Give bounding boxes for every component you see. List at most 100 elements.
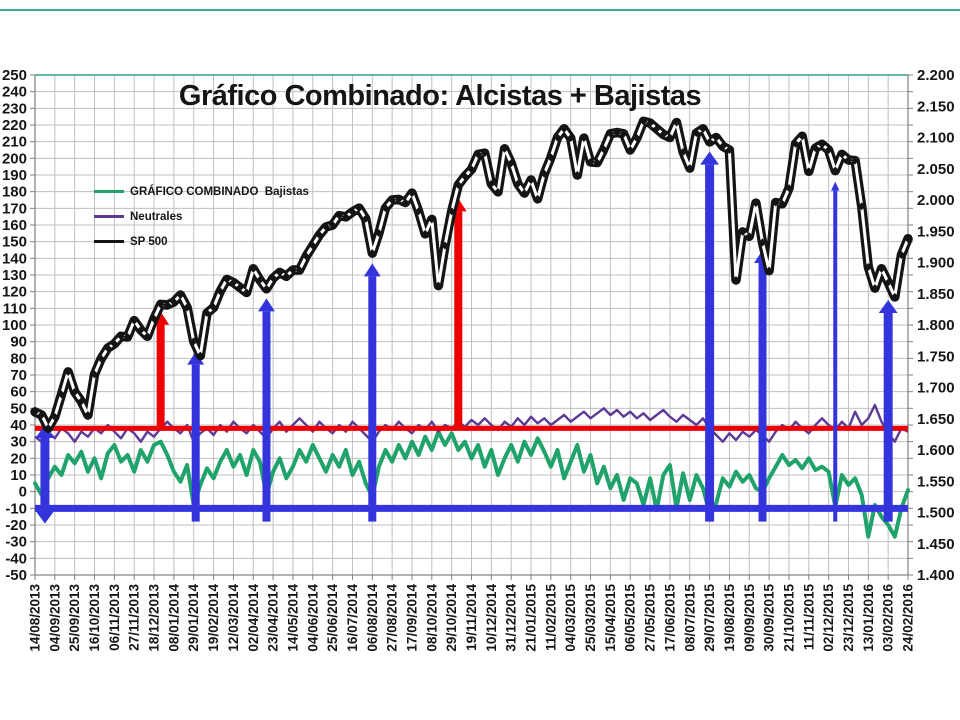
sp500-marker — [341, 212, 350, 221]
svg-text:06/11/2013: 06/11/2013 — [107, 584, 122, 651]
axis-ticks — [30, 74, 913, 580]
sp500-marker — [335, 211, 344, 220]
svg-text:24/02/2016: 24/02/2016 — [901, 584, 916, 652]
sp500-marker — [454, 181, 463, 189]
svg-text:1.750: 1.750 — [917, 348, 955, 365]
legend-swatch-sp500-line — [94, 240, 124, 243]
svg-text:18/12/2013: 18/12/2013 — [147, 584, 162, 652]
svg-text:150: 150 — [2, 234, 27, 251]
svg-text:14/05/2014: 14/05/2014 — [285, 584, 300, 652]
svg-text:21/10/2015: 21/10/2015 — [781, 584, 796, 652]
svg-text:200: 200 — [2, 150, 27, 167]
svg-text:08/07/2015: 08/07/2015 — [682, 584, 697, 652]
sp500-marker — [90, 370, 99, 379]
svg-text:17/09/2014: 17/09/2014 — [404, 584, 419, 652]
sp500-marker — [441, 241, 449, 250]
sp500-marker — [136, 326, 145, 334]
sp500-marker — [110, 339, 119, 348]
svg-text:220: 220 — [2, 117, 27, 134]
sp500-marker — [70, 387, 79, 396]
svg-text:11/11/2015: 11/11/2015 — [801, 584, 816, 651]
chart-legend: GRÁFICO COMBINADO Bajistas Neutrales SP … — [94, 179, 309, 254]
legend-label-sp500: SP 500 — [130, 235, 168, 248]
sp500-marker — [103, 344, 112, 353]
svg-text:12/03/2014: 12/03/2014 — [226, 584, 241, 652]
sp500-marker — [183, 303, 192, 312]
sp500-marker — [77, 397, 86, 406]
svg-text:2.200: 2.200 — [917, 67, 955, 84]
svg-text:2.150: 2.150 — [917, 98, 955, 115]
svg-text:08/01/2014: 08/01/2014 — [166, 584, 181, 652]
sp500-marker — [368, 249, 377, 258]
svg-text:170: 170 — [2, 200, 27, 217]
legend-item-bajistas: GRÁFICO COMBINADO Bajistas — [94, 179, 309, 204]
sp500-marker — [355, 204, 364, 213]
left-axis-labels: 2502402302202102001901801701601501401301… — [2, 67, 27, 584]
svg-text:120: 120 — [2, 284, 27, 301]
svg-text:29/07/2015: 29/07/2015 — [702, 584, 717, 652]
svg-text:23/04/2014: 23/04/2014 — [266, 584, 281, 652]
svg-text:09/09/2015: 09/09/2015 — [742, 584, 757, 652]
sp500-marker — [97, 354, 106, 363]
svg-text:1.600: 1.600 — [917, 442, 955, 459]
sp500-marker — [262, 284, 271, 293]
signal-arrow-head-up — [878, 300, 898, 313]
svg-text:0: 0 — [19, 484, 27, 501]
sp500-marker — [229, 278, 238, 287]
svg-text:160: 160 — [2, 217, 27, 234]
svg-text:1.500: 1.500 — [917, 505, 955, 522]
sp500-marker — [255, 276, 264, 284]
legend-swatch-bajistas-line — [94, 190, 124, 193]
svg-text:25/09/2013: 25/09/2013 — [67, 584, 82, 652]
svg-text:40: 40 — [10, 417, 27, 434]
signal-arrow-head-up — [363, 263, 381, 277]
sp500-marker — [275, 268, 284, 277]
sp500-marker — [176, 291, 185, 299]
svg-text:100: 100 — [2, 317, 27, 334]
sp500-marker — [156, 300, 165, 309]
sp500-marker — [381, 204, 390, 213]
svg-text:2.100: 2.100 — [917, 130, 955, 147]
sp500-marker — [474, 150, 483, 159]
svg-text:-50: -50 — [5, 567, 27, 584]
sp500-marker — [414, 207, 423, 216]
sp500-marker — [50, 412, 59, 421]
sp500-marker — [44, 424, 53, 433]
svg-text:16/10/2013: 16/10/2013 — [87, 584, 102, 652]
chart-title: Gráfico Combinado: Alcistas + Bajistas — [178, 80, 702, 112]
legend-label-bajistas: GRÁFICO COMBINADO Bajistas — [130, 185, 309, 198]
sp500-marker — [222, 275, 231, 284]
sp500-marker — [421, 229, 430, 238]
sp500-marker — [282, 272, 291, 281]
svg-text:17/06/2015: 17/06/2015 — [662, 584, 677, 652]
svg-text:1.950: 1.950 — [917, 223, 955, 240]
svg-text:1.850: 1.850 — [917, 286, 955, 303]
sp500-marker — [434, 281, 443, 290]
legend-label-neutrales: Neutrales — [130, 210, 183, 223]
legend-item-neutrales: Neutrales — [94, 204, 309, 229]
svg-text:06/05/2015: 06/05/2015 — [623, 584, 638, 652]
svg-text:15/04/2015: 15/04/2015 — [603, 584, 618, 652]
sp500-marker — [123, 332, 132, 341]
sp500-marker — [163, 301, 172, 309]
svg-text:-20: -20 — [5, 517, 27, 534]
legend-swatch-neutrales-line — [94, 215, 124, 218]
svg-text:130: 130 — [2, 267, 27, 284]
svg-text:14/08/2013: 14/08/2013 — [28, 584, 43, 652]
svg-text:1.650: 1.650 — [917, 411, 955, 428]
sp500-marker — [189, 337, 198, 346]
sp500-marker — [460, 172, 469, 181]
sp500-marker — [242, 288, 251, 297]
sp500-marker — [374, 229, 383, 238]
svg-text:06/08/2014: 06/08/2014 — [365, 584, 380, 652]
signal-arrow-head-up — [258, 298, 275, 312]
sp500-marker — [57, 390, 66, 399]
sp500-marker — [31, 407, 39, 416]
right-axis-labels: 2.200 2.150 2.100 2.050 2.000 1.950 1.900 1.850… — [917, 67, 955, 584]
svg-text:-40: -40 — [5, 550, 27, 567]
sp500-marker — [388, 196, 397, 204]
svg-text:1.400: 1.400 — [917, 567, 955, 584]
sp500-marker — [130, 316, 139, 325]
